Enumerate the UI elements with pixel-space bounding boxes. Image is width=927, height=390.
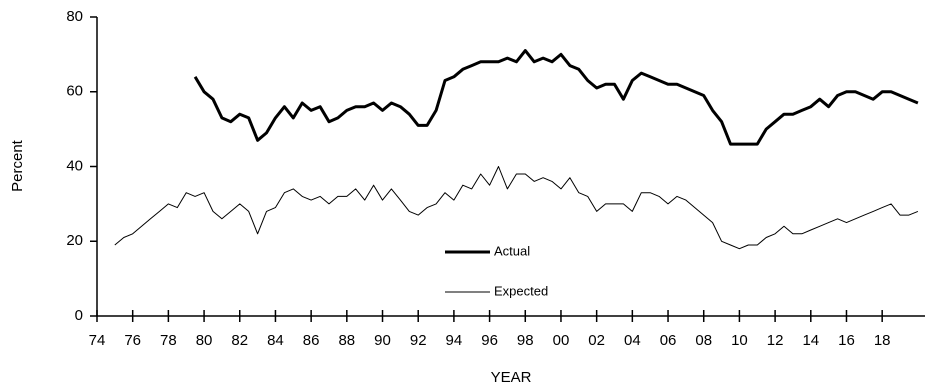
- x-tick-label: 00: [553, 332, 570, 349]
- x-tick-label: 92: [410, 332, 427, 349]
- legend-label: Expected: [494, 283, 548, 298]
- x-tick-label: 06: [660, 332, 677, 349]
- x-tick-label: 86: [303, 332, 320, 349]
- x-tick-label: 74: [89, 332, 106, 349]
- x-tick-label: 96: [481, 332, 498, 349]
- x-tick-label: 04: [624, 332, 641, 349]
- x-tick-label: 18: [874, 332, 891, 349]
- x-tick-label: 08: [695, 332, 712, 349]
- x-tick-label: 76: [124, 332, 141, 349]
- x-tick-label: 98: [517, 332, 534, 349]
- x-tick-label: 94: [446, 332, 463, 349]
- x-tick-label: 84: [267, 332, 284, 349]
- y-axis-label: Percent: [9, 139, 26, 192]
- x-tick-label: 88: [338, 332, 355, 349]
- x-tick-label: 10: [731, 332, 748, 349]
- x-tick-label: 14: [802, 332, 819, 349]
- y-tick-label: 0: [75, 307, 83, 324]
- x-tick-label: 90: [374, 332, 391, 349]
- y-tick-label: 60: [66, 83, 83, 100]
- data-line: [193, 49, 919, 146]
- x-tick-label: 16: [838, 332, 855, 349]
- x-tick-label: 12: [767, 332, 784, 349]
- y-tick-label: 80: [66, 8, 83, 25]
- x-tick-label: 80: [196, 332, 213, 349]
- y-tick-label: 40: [66, 157, 83, 174]
- x-tick-label: 02: [588, 332, 605, 349]
- y-tick-label: 20: [66, 232, 83, 249]
- x-tick-label: 82: [231, 332, 248, 349]
- data-line: [114, 166, 919, 250]
- x-tick-label: 78: [160, 332, 177, 349]
- legend-label: Actual: [494, 243, 530, 258]
- x-axis-label: YEAR: [491, 369, 532, 386]
